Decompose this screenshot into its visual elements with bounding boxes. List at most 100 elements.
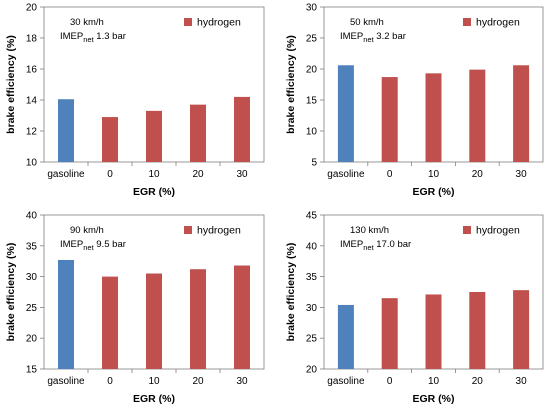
x-tick-label: gasoline (47, 169, 85, 180)
legend-swatch-hydrogen (463, 18, 471, 26)
imep-prefix: IMEP (60, 239, 83, 250)
bar-hydrogen-egr-30 (513, 65, 530, 162)
x-tick-label: 20 (192, 169, 204, 180)
speed-annotation: 50 km/h (350, 17, 384, 28)
imep-annotation: IMEPnet 9.5 bar (60, 239, 126, 252)
bar-hydrogen-egr-20 (190, 104, 206, 162)
x-axis-label: EGR (%) (413, 393, 455, 405)
imep-value: 17.0 bar (374, 239, 412, 250)
bar-hydrogen-egr-0 (381, 298, 398, 369)
y-axis-label: brake efficiency (%) (5, 243, 17, 342)
legend-label-hydrogen: hydrogen (476, 225, 520, 237)
x-axis-label: EGR (%) (413, 186, 455, 198)
y-tick-label: 16 (26, 65, 38, 76)
y-axis-label: brake efficiency (%) (285, 35, 297, 134)
y-tick-label: 20 (306, 365, 318, 376)
y-tick-label: 25 (306, 34, 318, 45)
imep-annotation: IMEPnet 17.0 bar (340, 239, 411, 252)
legend-label-hydrogen: hydrogen (197, 17, 241, 29)
imep-subscript: net (363, 243, 374, 252)
y-tick-label: 14 (26, 96, 38, 107)
bar-hydrogen-egr-0 (381, 77, 398, 162)
imep-annotation: IMEPnet 3.2 bar (340, 31, 406, 44)
bar-hydrogen-egr-30 (513, 290, 530, 369)
y-tick-label: 30 (26, 272, 38, 283)
y-axis-label: brake efficiency (%) (5, 35, 17, 134)
y-tick-label: 35 (26, 241, 38, 252)
y-tick-label: 35 (306, 272, 318, 283)
x-tick-label: gasoline (47, 376, 85, 387)
y-tick-label: 20 (26, 3, 38, 14)
chart-panel-3: 15 20 25 30 35 40 gasoline 0 10 20 30 EGR (%) brake … (5, 211, 265, 405)
imep-prefix: IMEP (340, 31, 363, 42)
x-tick-label: 30 (516, 169, 528, 180)
imep-subscript: net (83, 243, 94, 252)
y-tick-label: 10 (306, 127, 318, 138)
bar-gasoline (337, 65, 354, 162)
bar-hydrogen-egr-30 (234, 265, 250, 369)
y-tick-label: 15 (26, 365, 38, 376)
bar-hydrogen-egr-10 (425, 73, 442, 162)
imep-value: 1.3 bar (94, 31, 126, 42)
x-tick-label: 30 (236, 169, 248, 180)
x-tick-label: 30 (516, 376, 528, 387)
imep-annotation: IMEPnet 1.3 bar (60, 31, 126, 44)
y-tick-label: 30 (306, 3, 318, 14)
imep-subscript: net (363, 35, 374, 44)
legend-label-hydrogen: hydrogen (476, 17, 520, 29)
bar-hydrogen-egr-0 (102, 117, 118, 162)
y-tick-label: 18 (26, 34, 38, 45)
bar-hydrogen-egr-20 (469, 69, 486, 162)
x-tick-label: gasoline (327, 169, 365, 180)
speed-annotation: 130 km/h (350, 225, 389, 236)
imep-prefix: IMEP (340, 239, 363, 250)
legend-swatch-hydrogen (184, 18, 192, 26)
x-tick-label: 0 (107, 376, 113, 387)
x-tick-label: gasoline (327, 376, 365, 387)
chart-panel-4: 20 25 30 35 40 45 gasoline 0 10 20 30 EGR (%) brake … (285, 211, 544, 405)
x-tick-label: 10 (428, 376, 440, 387)
y-tick-label: 12 (26, 127, 38, 138)
x-tick-label: 10 (148, 376, 160, 387)
bar-hydrogen-egr-10 (425, 294, 442, 369)
y-tick-label: 45 (306, 211, 318, 222)
chart-panel-1: 10 12 14 16 18 20 gasoline 0 10 20 30 EGR (%) brake … (5, 3, 265, 198)
bar-hydrogen-egr-10 (146, 110, 162, 162)
y-tick-label: 20 (306, 65, 318, 76)
bar-hydrogen-egr-10 (146, 273, 162, 369)
imep-value: 9.5 bar (94, 239, 126, 250)
y-tick-label: 25 (306, 334, 318, 345)
x-tick-label: 10 (428, 169, 440, 180)
y-tick-label: 20 (26, 334, 38, 345)
y-tick-label: 40 (26, 211, 38, 222)
speed-annotation: 30 km/h (70, 17, 104, 28)
x-tick-label: 20 (472, 169, 484, 180)
bar-hydrogen-egr-0 (102, 276, 118, 369)
y-axis-label: brake efficiency (%) (285, 243, 297, 342)
bar-hydrogen-egr-20 (190, 269, 206, 369)
speed-annotation: 90 km/h (70, 225, 104, 236)
x-tick-label: 0 (387, 376, 393, 387)
x-tick-label: 0 (107, 169, 113, 180)
imep-subscript: net (83, 35, 94, 44)
x-axis-label: EGR (%) (133, 393, 175, 405)
x-tick-label: 0 (387, 169, 393, 180)
legend-swatch-hydrogen (184, 226, 192, 234)
x-tick-label: 20 (472, 376, 484, 387)
y-tick-label: 30 (306, 303, 318, 314)
imep-value: 3.2 bar (374, 31, 406, 42)
bar-hydrogen-egr-30 (234, 96, 250, 162)
y-tick-label: 25 (26, 303, 38, 314)
bar-hydrogen-egr-20 (469, 292, 486, 369)
x-tick-label: 10 (148, 169, 160, 180)
y-tick-label: 10 (26, 158, 38, 169)
x-tick-label: 20 (192, 376, 204, 387)
bar-gasoline (58, 259, 74, 369)
y-tick-label: 5 (311, 158, 317, 169)
bar-gasoline (58, 99, 74, 162)
y-tick-label: 40 (306, 241, 318, 252)
x-axis-label: EGR (%) (133, 186, 175, 198)
chart-panel-2: 5 10 15 20 25 30 gasoline 0 10 20 30 EGR (%) brake e… (285, 3, 544, 198)
legend-swatch-hydrogen (463, 226, 471, 234)
